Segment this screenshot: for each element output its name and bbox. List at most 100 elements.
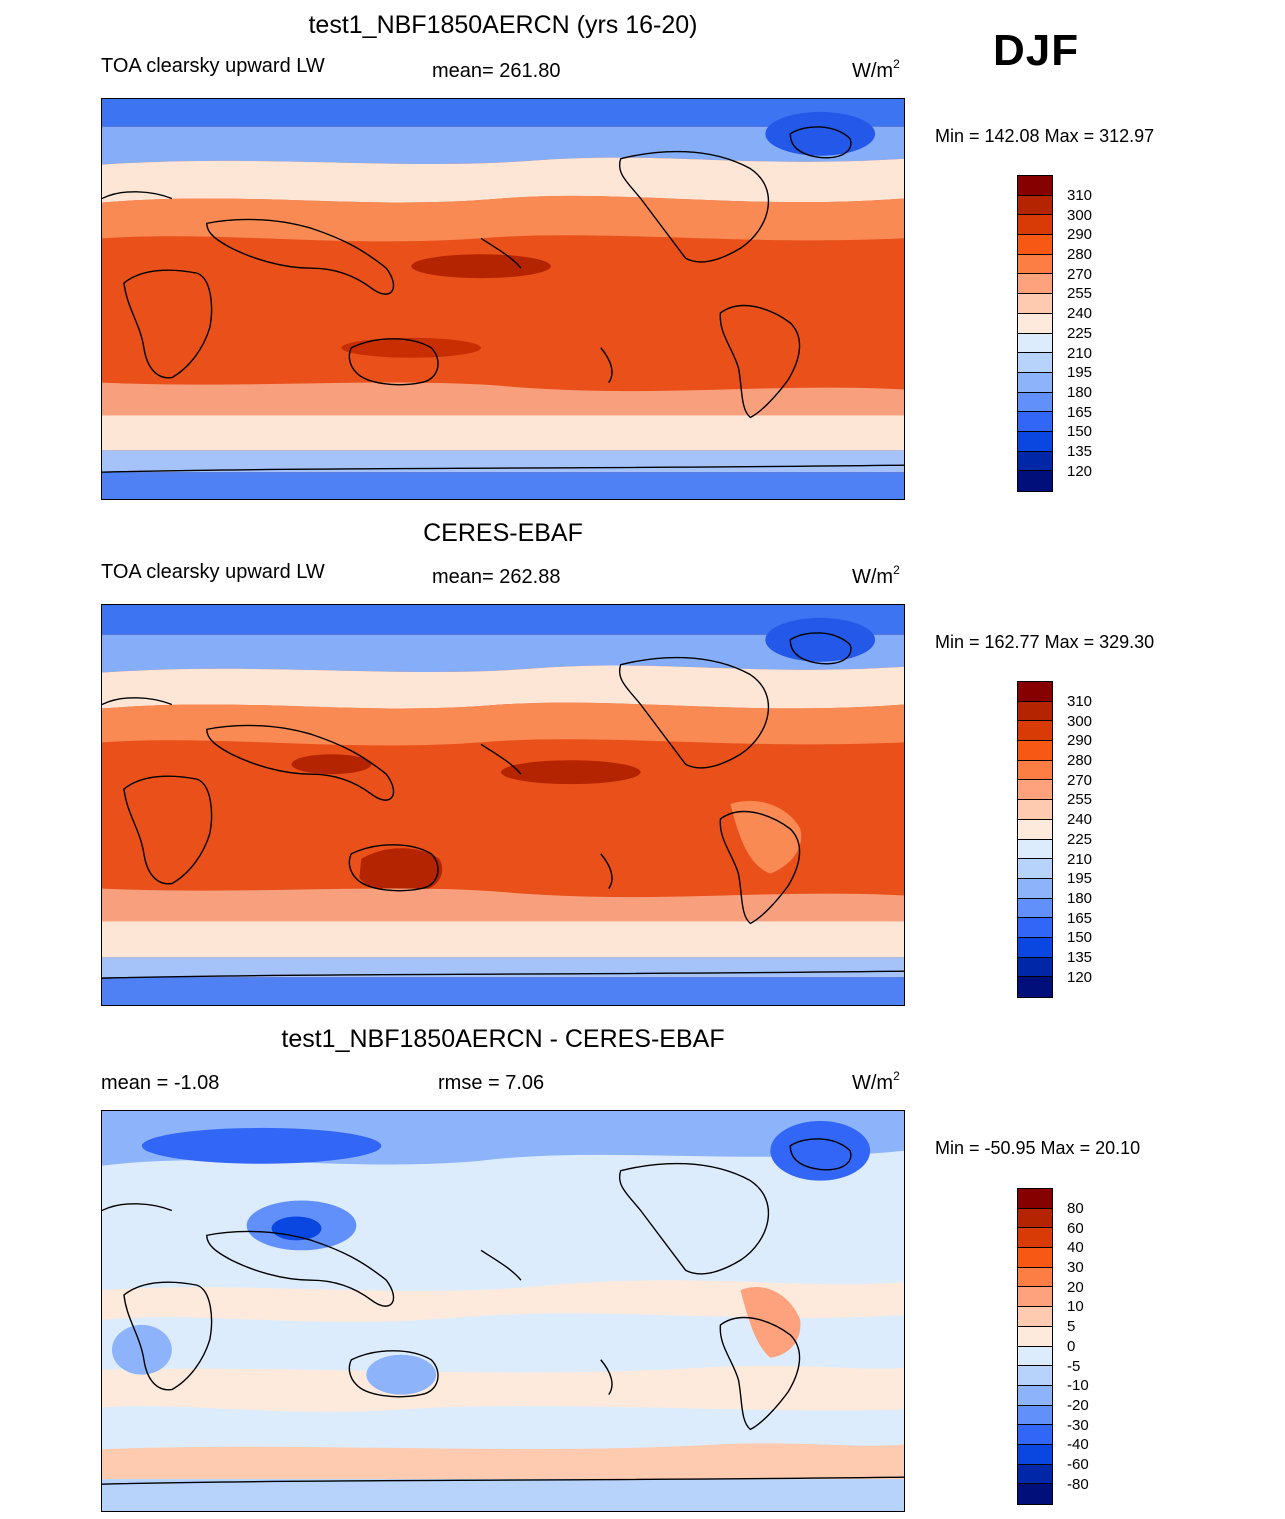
panel-3-title: test1_NBF1850AERCN - CERES-EBAF [281, 1025, 725, 1053]
australia-warm [359, 848, 443, 893]
colorbar-tick-label: 300 [1067, 206, 1093, 224]
colorbar-swatch [1018, 1405, 1052, 1426]
colorbar-swatch [1018, 195, 1052, 216]
colorbar-tick-label: 270 [1067, 265, 1093, 283]
colorbar-swatch [1018, 313, 1052, 334]
colorbar-swatch [1018, 839, 1052, 860]
panel-2-map-svg [102, 605, 904, 1005]
colorbar-tick-label: 180 [1067, 383, 1093, 401]
colorbar-swatch [1018, 741, 1052, 761]
panel-1-minmax: Min = 142.08 Max = 312.97 [935, 126, 1155, 146]
polar-band-north [102, 605, 904, 635]
colorbar-tick-label: 80 [1067, 1200, 1084, 1217]
colorbar-swatch [1018, 1346, 1052, 1367]
colorbar-swatch [1018, 878, 1052, 899]
colorbar-swatch [1018, 1228, 1052, 1249]
polar-band-north [102, 99, 904, 127]
panel-2-variable-label: TOA clearsky upward LW [101, 561, 325, 583]
colorbar-tick-label: 20 [1067, 1278, 1084, 1296]
panel-3-map [101, 1110, 905, 1512]
colorbar-tick-label: -60 [1067, 1455, 1089, 1473]
colorbar-swatch [1018, 451, 1052, 472]
colorbar-tick-label: 280 [1067, 752, 1093, 770]
colorbar-swatch [1018, 1484, 1052, 1504]
colorbar-swatch [1018, 333, 1052, 354]
colorbar-swatch [1018, 859, 1052, 879]
colorbar-swatch [1018, 1326, 1052, 1347]
panel-3-mean-label: mean = -1.08 [101, 1072, 220, 1094]
panel-1-variable-label: TOA clearsky upward LW [101, 55, 325, 77]
colorbar-swatch [1018, 1444, 1052, 1465]
colorbar-tick-label: 120 [1067, 462, 1093, 480]
colorbar-tick-label: -10 [1067, 1377, 1089, 1395]
panel-2-colorbar [1017, 681, 1053, 998]
colorbar-tick-label: 310 [1067, 187, 1093, 204]
colorbar-swatch [1018, 937, 1052, 958]
panel-1-mean-label: mean= 261.80 [432, 60, 561, 82]
colorbar-tick-label: 135 [1067, 442, 1093, 460]
coastlines [102, 126, 904, 473]
panel-3-rmse-label: rmse = 7.06 [438, 1072, 545, 1094]
south-america-positive [740, 1286, 801, 1358]
colorbar-swatch [1018, 1248, 1052, 1268]
colorbar-swatch [1018, 819, 1052, 840]
colorbar-tick-label: 240 [1067, 811, 1093, 829]
colorbar-swatch [1018, 1366, 1052, 1386]
panel-1-map [101, 98, 905, 500]
colorbar-tick-label: 5 [1067, 1318, 1076, 1336]
colorbar-tick-label: 290 [1067, 732, 1093, 750]
colorbar-tick-label: 255 [1067, 285, 1093, 303]
colorbar-swatch [1018, 392, 1052, 413]
colorbar-tick-label: -20 [1067, 1396, 1089, 1414]
colorbar-tick-label: 225 [1067, 324, 1093, 342]
colorbar-swatch [1018, 721, 1052, 742]
colorbar-swatch [1018, 1189, 1052, 1209]
colorbar-swatch [1018, 780, 1052, 801]
panel-2-mean-label: mean= 262.88 [432, 566, 561, 588]
colorbar-tick-label: 135 [1067, 948, 1093, 966]
colorbar-tick-label: -80 [1067, 1475, 1089, 1493]
panel-2-map [101, 604, 905, 1006]
colorbar-tick-label: 270 [1067, 771, 1093, 789]
colorbar-tick-label: 30 [1067, 1259, 1084, 1277]
colorbar-tick-label: 10 [1067, 1298, 1084, 1316]
colorbar-swatch [1018, 1425, 1052, 1445]
colorbar-tick-label: 210 [1067, 344, 1093, 362]
colorbar-swatch [1018, 353, 1052, 373]
panel-1-units: W/m2 [852, 57, 900, 82]
panel-3-units: W/m2 [852, 1069, 900, 1094]
panel-1-colorbar-labels: 310 300 290 280 270 255 240 225 210 195 180 165 150 1… [1067, 186, 1092, 481]
colorbar-swatch [1018, 1287, 1052, 1308]
colorbar-swatch [1018, 176, 1052, 196]
panel-1-title: test1_NBF1850AERCN (yrs 16-20) [308, 11, 698, 39]
coastlines [102, 1138, 904, 1485]
colorbar-swatch [1018, 215, 1052, 236]
colorbar-swatch [1018, 431, 1052, 452]
colorbar-swatch [1018, 372, 1052, 393]
season-label: DJF [993, 26, 1080, 75]
colorbar-tick-label: 280 [1067, 246, 1093, 264]
colorbar-swatch [1018, 471, 1052, 491]
warm-pool-east-pacific [501, 760, 641, 785]
panel-3-map-svg [102, 1111, 904, 1511]
colorbar-tick-label: 225 [1067, 830, 1093, 848]
colorbar-tick-label: 210 [1067, 850, 1093, 868]
colorbar-tick-label: 310 [1067, 693, 1093, 710]
colorbar-tick-label: 0 [1067, 1337, 1076, 1355]
colorbar-swatch [1018, 760, 1052, 781]
greenland-cold [765, 111, 876, 156]
colorbar-swatch [1018, 1208, 1052, 1229]
warm-pool-west-pacific [411, 254, 551, 279]
colorbar-tick-label: 150 [1067, 423, 1093, 441]
colorbar-swatch [1018, 1464, 1052, 1485]
colorbar-tick-label: 180 [1067, 889, 1093, 907]
greenland-cold [765, 617, 876, 662]
colorbar-tick-label: -5 [1067, 1357, 1081, 1375]
colorbar-tick-label: 120 [1067, 968, 1093, 986]
colorbar-swatch [1018, 957, 1052, 978]
colorbar-swatch [1018, 1267, 1052, 1288]
colorbar-tick-label: 300 [1067, 712, 1093, 730]
panel-1-colorbar [1017, 175, 1053, 492]
colorbar-tick-label: 165 [1067, 403, 1093, 421]
colorbar-swatch [1018, 800, 1052, 820]
